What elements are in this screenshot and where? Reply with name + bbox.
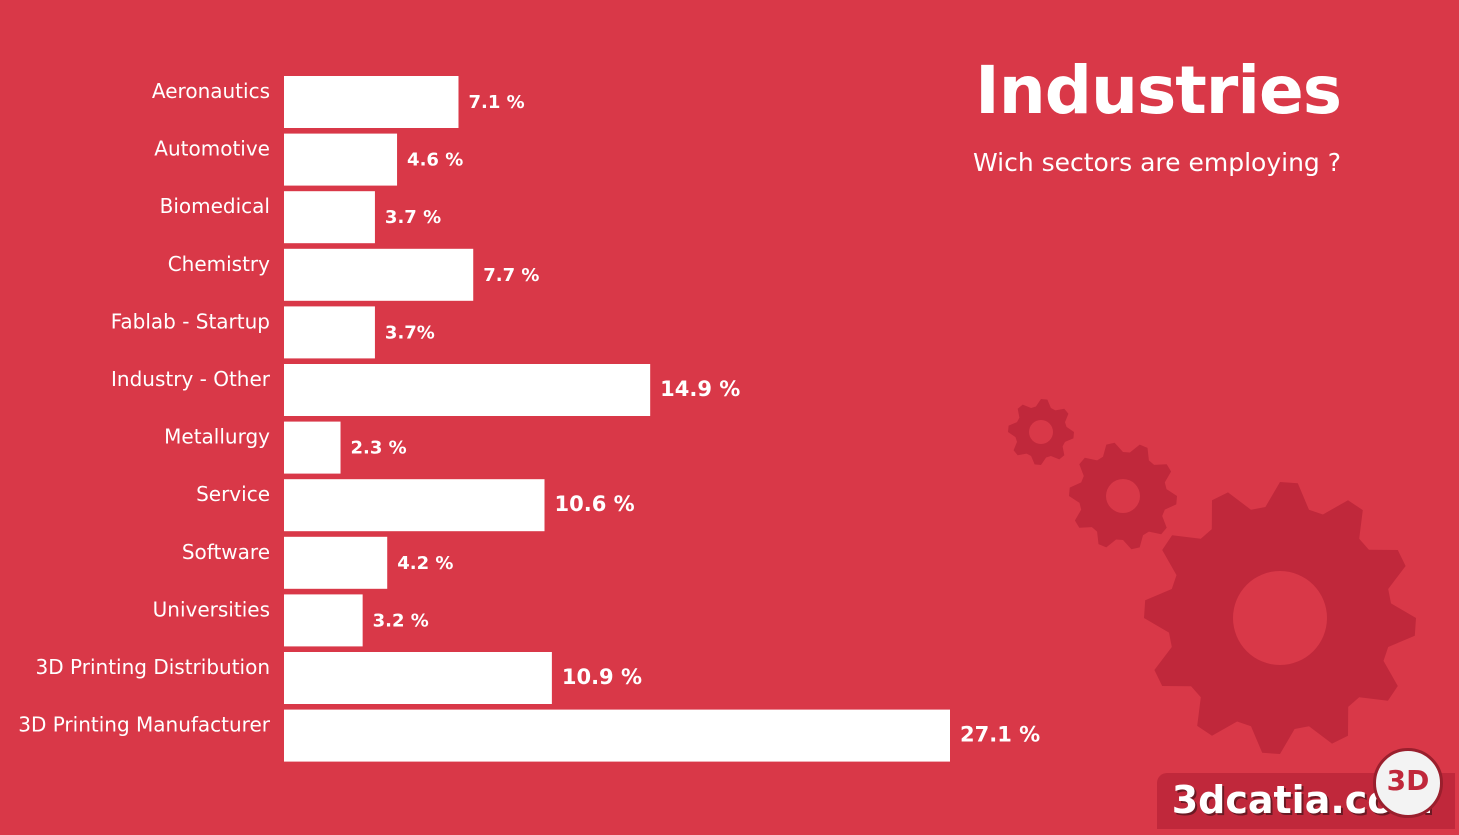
value-label-3: 7.7 % xyxy=(483,265,539,286)
chart-subtitle: Wich sectors are employing ? xyxy=(972,148,1341,177)
value-label-5: 14.9 % xyxy=(660,377,740,401)
value-label-1: 4.6 % xyxy=(407,150,463,171)
category-label-4: Fablab - Startup xyxy=(111,309,270,333)
value-label-2: 3.7 % xyxy=(385,207,441,228)
category-label-1: Automotive xyxy=(154,137,270,161)
gear-icon-small xyxy=(1008,399,1074,465)
value-label-0: 7.1 % xyxy=(468,92,524,113)
gear-icon-medium xyxy=(1069,442,1177,550)
bar-6 xyxy=(284,421,341,474)
value-label-9: 3.2 % xyxy=(373,610,429,631)
category-label-0: Aeronautics xyxy=(152,79,270,103)
value-label-4: 3.7% xyxy=(385,322,435,343)
gears-illustration xyxy=(1008,399,1416,754)
category-label-5: Industry - Other xyxy=(111,367,271,391)
watermark-logo: 3D xyxy=(1373,748,1443,818)
value-label-6: 2.3 % xyxy=(351,438,407,459)
bar-11 xyxy=(284,709,950,762)
category-label-11: 3D Printing Manufacturer xyxy=(18,713,271,737)
category-label-3: Chemistry xyxy=(168,252,270,276)
bar-0 xyxy=(284,76,459,128)
bar-2 xyxy=(284,191,375,244)
bar-1 xyxy=(284,133,398,186)
value-label-11: 27.1 % xyxy=(960,723,1040,747)
category-label-10: 3D Printing Distribution xyxy=(36,655,270,679)
bar-3 xyxy=(284,248,474,301)
value-label-8: 4.2 % xyxy=(397,553,453,574)
bar-5 xyxy=(284,364,651,416)
category-label-8: Software xyxy=(182,540,270,564)
bar-8 xyxy=(284,536,388,589)
value-label-7: 10.6 % xyxy=(555,492,635,516)
category-label-7: Service xyxy=(196,482,270,506)
category-label-2: Biomedical xyxy=(160,194,270,218)
bar-7 xyxy=(284,479,545,532)
bar-10 xyxy=(284,652,552,704)
gear-icon-large xyxy=(1144,482,1416,754)
bar-4 xyxy=(284,306,375,359)
chart-title: Industries xyxy=(975,52,1342,129)
watermark-logo-text: 3D xyxy=(1386,764,1430,797)
category-label-6: Metallurgy xyxy=(164,425,270,449)
category-label-9: Universities xyxy=(153,597,270,621)
value-label-10: 10.9 % xyxy=(562,665,642,689)
bar-9 xyxy=(284,594,363,647)
